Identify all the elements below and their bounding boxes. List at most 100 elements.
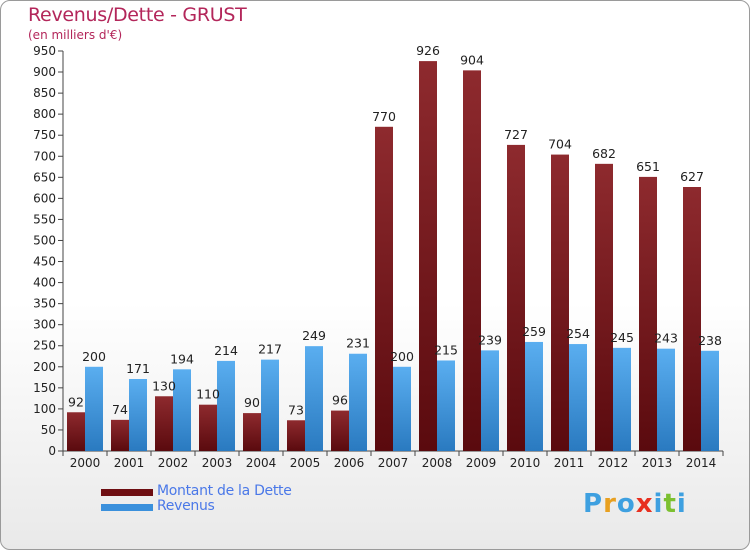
y-tick-label: 200 — [33, 360, 56, 374]
x-tick-label: 2008 — [422, 456, 453, 470]
data-label: 243 — [654, 331, 678, 346]
brand-logo-letter: t — [663, 489, 677, 519]
revenus-bar — [349, 353, 367, 451]
y-tick-label: 150 — [33, 381, 56, 395]
data-label: 682 — [592, 146, 616, 161]
dette-bar — [507, 144, 525, 452]
chart-subtitle: (en milliers d'€) — [28, 28, 123, 42]
y-tick-label: 450 — [33, 255, 56, 269]
y-tick-label: 250 — [33, 339, 56, 353]
data-label: 217 — [258, 342, 282, 357]
x-tick-label: 2014 — [686, 456, 717, 470]
legend-label-dette: Montant de la Dette — [157, 483, 292, 499]
data-label: 74 — [112, 402, 128, 417]
data-label: 704 — [548, 137, 572, 152]
y-tick-label: 0 — [48, 444, 56, 458]
y-tick-label: 400 — [33, 276, 56, 290]
x-tick-label: 2003 — [202, 456, 233, 470]
brand-logo-letter: x — [635, 489, 654, 519]
x-tick-label: 2006 — [334, 456, 365, 470]
y-tick-label: 100 — [33, 402, 56, 416]
brand-logo-letter: i — [676, 489, 687, 519]
y-tick-label: 800 — [33, 107, 56, 121]
data-label: 200 — [82, 349, 106, 364]
x-tick-label: 2002 — [158, 456, 189, 470]
dette-bar — [199, 404, 217, 451]
x-tick-label: 2013 — [642, 456, 673, 470]
dette-bar — [551, 154, 569, 451]
data-label: 73 — [288, 402, 304, 417]
y-tick-label: 650 — [33, 170, 56, 184]
revenus-bar — [129, 379, 147, 451]
data-label: 627 — [680, 169, 704, 184]
brand-logo-letter: P — [583, 489, 604, 519]
legend-swatch-dette — [101, 489, 153, 496]
data-label: 92 — [68, 394, 84, 409]
dette-bar — [287, 420, 305, 451]
revenus-bar — [85, 366, 103, 451]
x-tick-label: 2009 — [466, 456, 497, 470]
data-label: 245 — [610, 330, 634, 345]
data-label: 130 — [152, 378, 176, 393]
x-tick-label: 2012 — [598, 456, 629, 470]
data-label: 110 — [196, 387, 220, 402]
bars — [67, 61, 719, 452]
data-label: 651 — [636, 159, 660, 174]
brand-logo: Proxiti — [583, 489, 687, 519]
data-label: 90 — [244, 395, 260, 410]
data-label: 171 — [126, 361, 150, 376]
data-label: 904 — [460, 52, 484, 67]
dette-bar — [419, 61, 437, 452]
revenus-bar — [613, 347, 631, 451]
dette-bar — [595, 163, 613, 451]
y-tick-label: 700 — [33, 149, 56, 163]
data-label: 770 — [372, 109, 396, 124]
dette-bar — [683, 187, 701, 451]
legend-label-revenus: Revenus — [157, 498, 215, 514]
y-tick-label: 900 — [33, 65, 56, 79]
revenus-bar — [305, 346, 323, 451]
brand-logo-letter: i — [653, 489, 664, 519]
revenus-bar — [437, 360, 455, 451]
x-tick-label: 2007 — [378, 456, 409, 470]
x-tick-label: 2005 — [290, 456, 321, 470]
data-label: 727 — [504, 127, 528, 142]
dette-bar — [243, 413, 261, 451]
x-axis: 2000 2001 2002 2003 2004 2005 2006 2007 2008 2009… — [62, 450, 724, 470]
dette-bar — [463, 70, 481, 452]
y-tick-label: 300 — [33, 318, 56, 332]
dette-bar — [67, 412, 85, 451]
data-label: 239 — [478, 332, 502, 347]
x-tick-label: 2000 — [70, 456, 101, 470]
data-label: 215 — [434, 342, 458, 357]
revenus-bar — [393, 366, 411, 451]
dette-bar — [111, 419, 129, 451]
data-label: 214 — [214, 343, 238, 358]
brand-logo-letter: r — [603, 489, 617, 519]
data-label: 249 — [302, 328, 326, 343]
data-label: 254 — [566, 326, 590, 341]
revenus-bar — [525, 341, 543, 451]
y-tick-label: 600 — [33, 191, 56, 205]
x-tick-label: 2004 — [246, 456, 277, 470]
y-tick-label: 500 — [33, 233, 56, 247]
x-tick-label: 2010 — [510, 456, 541, 470]
revenus-bar — [657, 348, 675, 451]
dette-bar — [155, 396, 173, 451]
revenus-bar — [173, 369, 191, 451]
data-label: 926 — [416, 43, 440, 58]
dette-bar — [639, 176, 657, 452]
revenus-bar — [261, 359, 279, 451]
y-tick-label: 350 — [33, 297, 56, 311]
revenus-bar — [481, 350, 499, 451]
brand-logo-letter: o — [616, 489, 636, 519]
revenus-bar — [569, 344, 587, 451]
x-tick-label: 2001 — [114, 456, 145, 470]
y-tick-label: 550 — [33, 212, 56, 226]
data-label: 259 — [522, 324, 546, 339]
data-label: 231 — [346, 336, 370, 351]
legend-swatch-revenus — [101, 504, 153, 511]
dette-bar — [331, 410, 349, 451]
